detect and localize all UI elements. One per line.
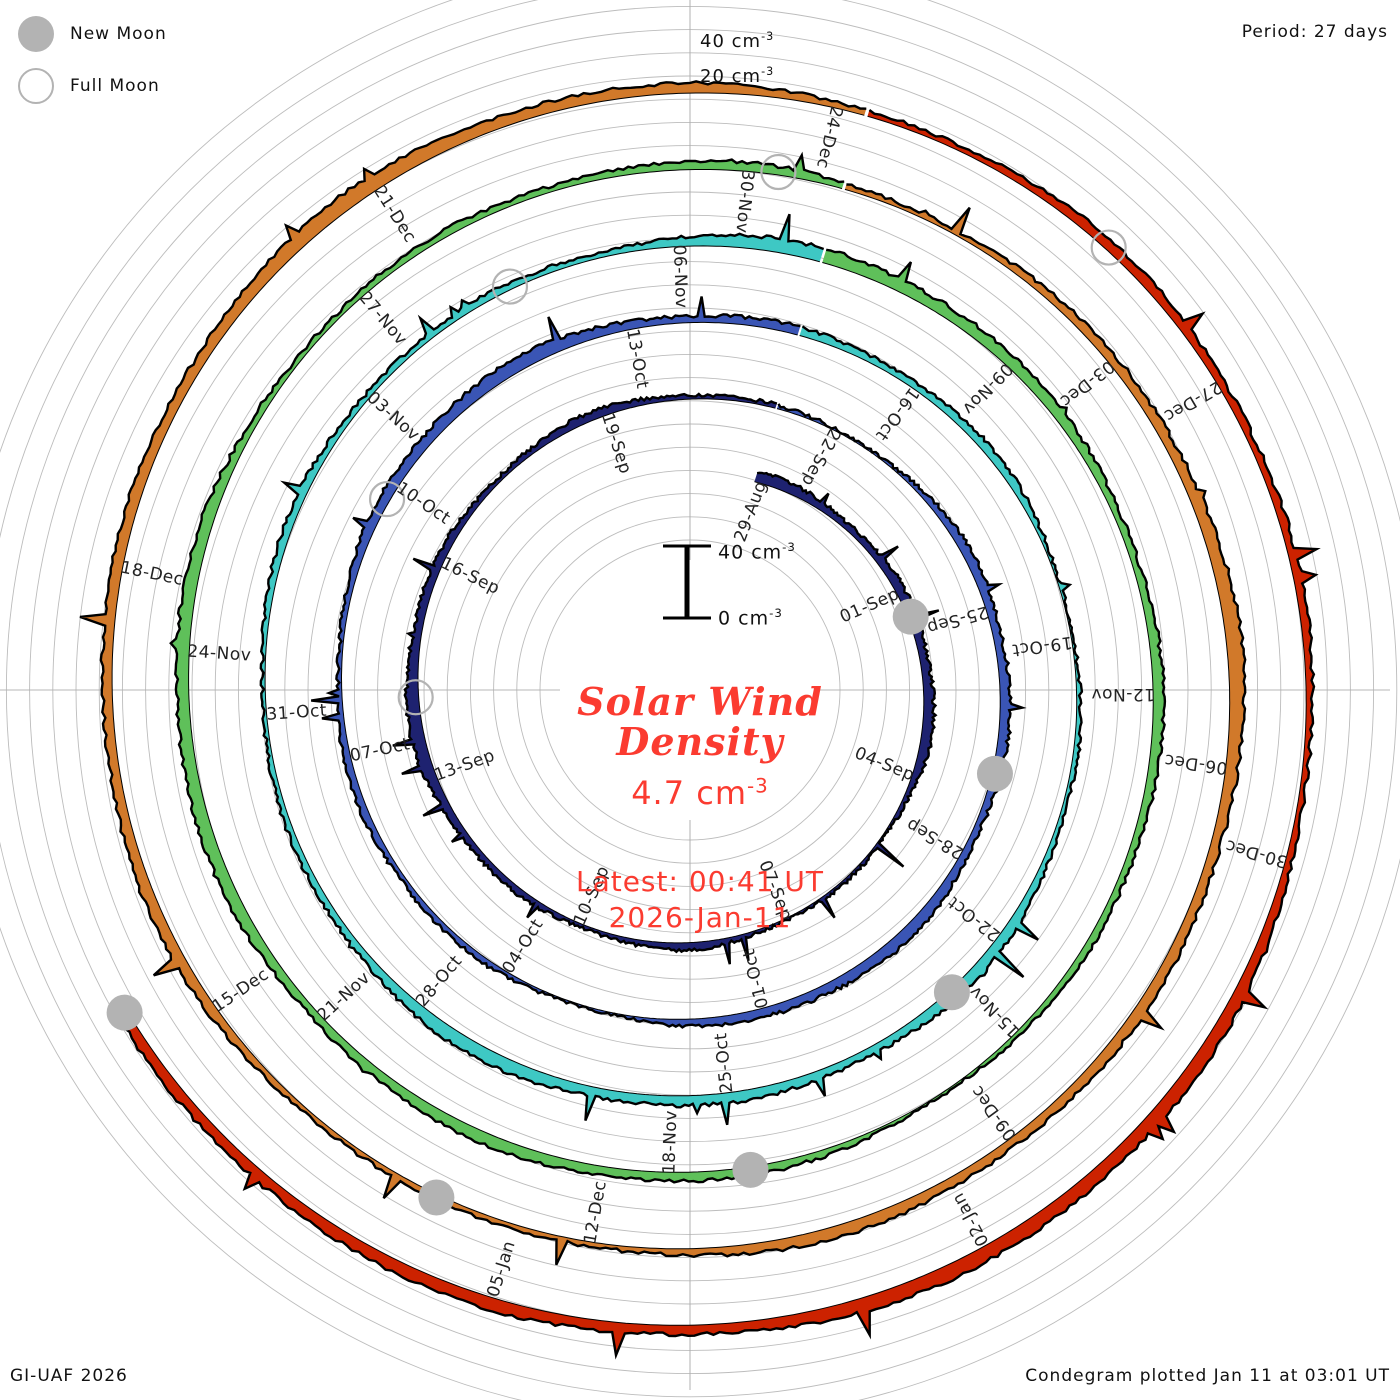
date-label: 22-Oct <box>944 892 1004 945</box>
full-moon-marker <box>491 268 529 305</box>
date-label: 04-Sep <box>852 743 918 785</box>
date-label: 07-Sep <box>754 858 796 924</box>
date-label: 12-Dec <box>580 1179 610 1245</box>
date-label: 19-Oct <box>1011 632 1074 660</box>
date-label: 28-Sep <box>903 814 967 863</box>
date-label: 13-Oct <box>622 327 652 390</box>
spiral-traces <box>79 80 1321 1360</box>
date-label: 04-Oct <box>498 915 547 977</box>
date-label: 16-Oct <box>871 384 923 445</box>
date-label: 27-Dec <box>1160 376 1225 425</box>
date-label: 01-Sep <box>837 584 903 628</box>
date-label: 15-Nov <box>965 981 1024 1041</box>
date-label: 02-Jan <box>948 1189 993 1249</box>
moon-legend: New Moon Full Moon <box>18 8 167 112</box>
date-label: 25-Sep <box>924 601 990 637</box>
date-label: 21-Dec <box>369 182 420 246</box>
exponent: -3 <box>761 30 775 43</box>
legend-label-new-moon: New Moon <box>70 24 167 44</box>
date-label: 18-Dec <box>119 558 185 590</box>
period-label: Period: 27 days <box>1241 22 1388 42</box>
full-moon-marker <box>397 679 434 716</box>
date-label: 24-Dec <box>812 104 846 171</box>
date-label: 24-Nov <box>187 642 252 666</box>
legend-item-new-moon: New Moon <box>18 8 167 60</box>
legend-item-full-moon: Full Moon <box>18 60 167 112</box>
exponent: -3 <box>761 65 775 78</box>
date-label: 03-Nov <box>363 388 424 446</box>
new-moon-marker <box>892 598 929 635</box>
full-moon-marker <box>1090 229 1127 266</box>
full-moon-marker <box>368 480 406 518</box>
moon-markers <box>106 153 1127 1216</box>
radial-tick-20: 20 cm-3 <box>700 65 775 87</box>
date-label: 30-Dec <box>1223 835 1290 871</box>
new-moon-marker <box>976 755 1013 792</box>
date-label: 21-Nov <box>314 968 375 1026</box>
date-label: 16-Sep <box>438 553 503 599</box>
radial-tick-40: 40 cm-3 <box>700 30 775 52</box>
date-label: 27-Nov <box>355 288 412 350</box>
legend-label-full-moon: Full Moon <box>70 76 160 96</box>
date-label: 05-Jan <box>483 1238 520 1299</box>
new-moon-marker <box>732 1151 769 1188</box>
new-moon-icon <box>18 16 54 52</box>
date-label: 31-Oct <box>266 701 328 725</box>
full-moon-icon <box>18 68 54 104</box>
new-moon-marker <box>418 1179 455 1216</box>
date-label: 29-Aug <box>730 478 771 545</box>
date-label: 18-Nov <box>659 1110 681 1175</box>
date-label: 06-Dec <box>1163 750 1229 778</box>
date-label: 30-Nov <box>731 169 757 235</box>
date-label: 12-Nov <box>1091 684 1155 704</box>
full-moon-marker <box>760 153 797 191</box>
date-label: 01-Oct <box>739 947 773 1011</box>
plot-timestamp: Condegram plotted Jan 11 at 03:01 UT <box>1025 1366 1390 1386</box>
new-moon-marker <box>106 994 143 1031</box>
date-label: 09-Dec <box>967 1081 1021 1144</box>
date-label: 03-Dec <box>1056 356 1118 411</box>
date-label: 09-Nov <box>958 359 1017 419</box>
date-label: 25-Oct <box>711 1032 737 1094</box>
copyright-label: GI-UAF 2026 <box>10 1366 128 1386</box>
date-label: 22-Sep <box>797 425 844 490</box>
new-moon-marker <box>933 974 970 1011</box>
date-label: 19-Sep <box>597 411 635 477</box>
date-label: 15-Dec <box>209 964 273 1016</box>
date-label: 06-Nov <box>669 244 691 309</box>
